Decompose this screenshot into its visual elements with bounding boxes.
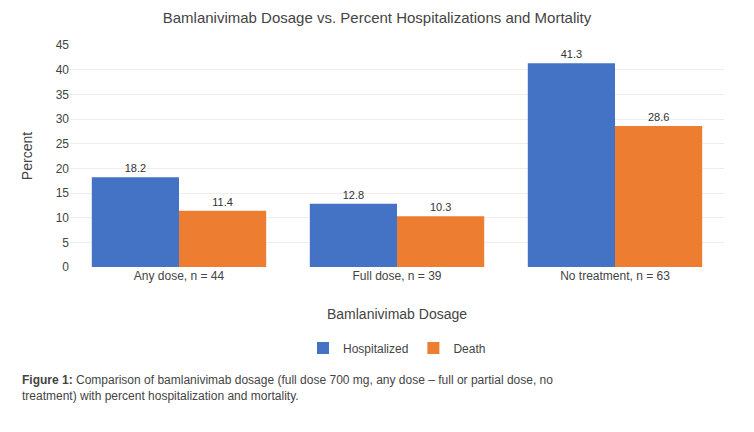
svg-text:45: 45 [56,38,70,52]
svg-text:Percent: Percent [19,132,35,180]
svg-text:10.3: 10.3 [430,201,451,213]
svg-text:Any dose, n = 44: Any dose, n = 44 [134,269,225,283]
svg-text:10: 10 [56,211,70,225]
svg-text:18.2: 18.2 [125,162,146,174]
svg-text:35: 35 [56,88,70,102]
svg-text:Bamlanivimab Dosage: Bamlanivimab Dosage [327,306,467,322]
svg-text:11.4: 11.4 [212,196,233,208]
svg-text:No treatment, n = 63: No treatment, n = 63 [560,269,670,283]
svg-text:20: 20 [56,162,70,176]
svg-text:40: 40 [56,63,70,77]
svg-text:Bamlanivimab Dosage vs. Percen: Bamlanivimab Dosage vs. Percent Hospital… [163,9,592,26]
svg-text:28.6: 28.6 [648,111,669,123]
svg-text:Hospitalized: Hospitalized [343,342,408,356]
svg-text:41.3: 41.3 [561,48,582,60]
svg-text:30: 30 [56,112,70,126]
svg-text:Figure 1: Comparison of bamlan: Figure 1: Comparison of bamlanivimab dos… [22,373,553,403]
svg-text:Death: Death [453,342,485,356]
svg-text:0: 0 [62,260,69,274]
svg-text:5: 5 [62,236,69,250]
svg-text:25: 25 [56,137,70,151]
svg-text:Full dose, n = 39: Full dose, n = 39 [352,269,441,283]
svg-text:12.8: 12.8 [343,189,364,201]
svg-text:15: 15 [56,186,70,200]
